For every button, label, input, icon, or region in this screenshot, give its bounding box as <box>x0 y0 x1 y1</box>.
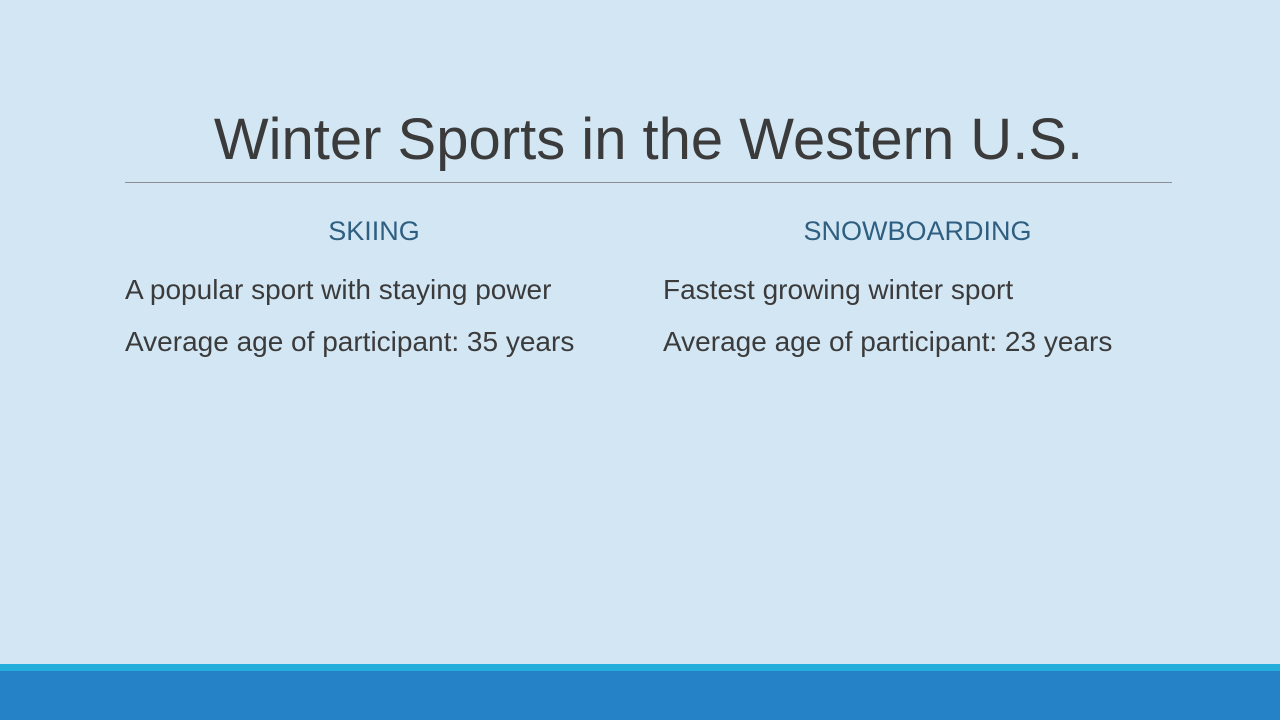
footer-accent-band <box>0 664 1280 671</box>
column-body-snowboarding: Fastest growing winter sport Average age… <box>663 273 1172 359</box>
column-skiing: SKIING A popular sport with staying powe… <box>125 212 623 377</box>
bullet-item: Average age of participant: 23 years <box>663 326 1113 357</box>
bullet-item: Fastest growing winter sport <box>663 274 1014 305</box>
slide-title: Winter Sports in the Western U.S. <box>213 107 1084 172</box>
column-heading-skiing: SKIING <box>328 216 420 246</box>
title-divider <box>125 182 1172 183</box>
footer-band <box>0 671 1280 720</box>
bullet-item: Average age of participant: 35 years <box>125 326 575 357</box>
column-heading-snowboarding: SNOWBOARDING <box>803 216 1032 246</box>
bullet-item: A popular sport with staying power <box>125 274 552 305</box>
column-body-skiing: A popular sport with staying power Avera… <box>125 273 623 359</box>
column-snowboarding: SNOWBOARDING Fastest growing winter spor… <box>663 212 1172 377</box>
